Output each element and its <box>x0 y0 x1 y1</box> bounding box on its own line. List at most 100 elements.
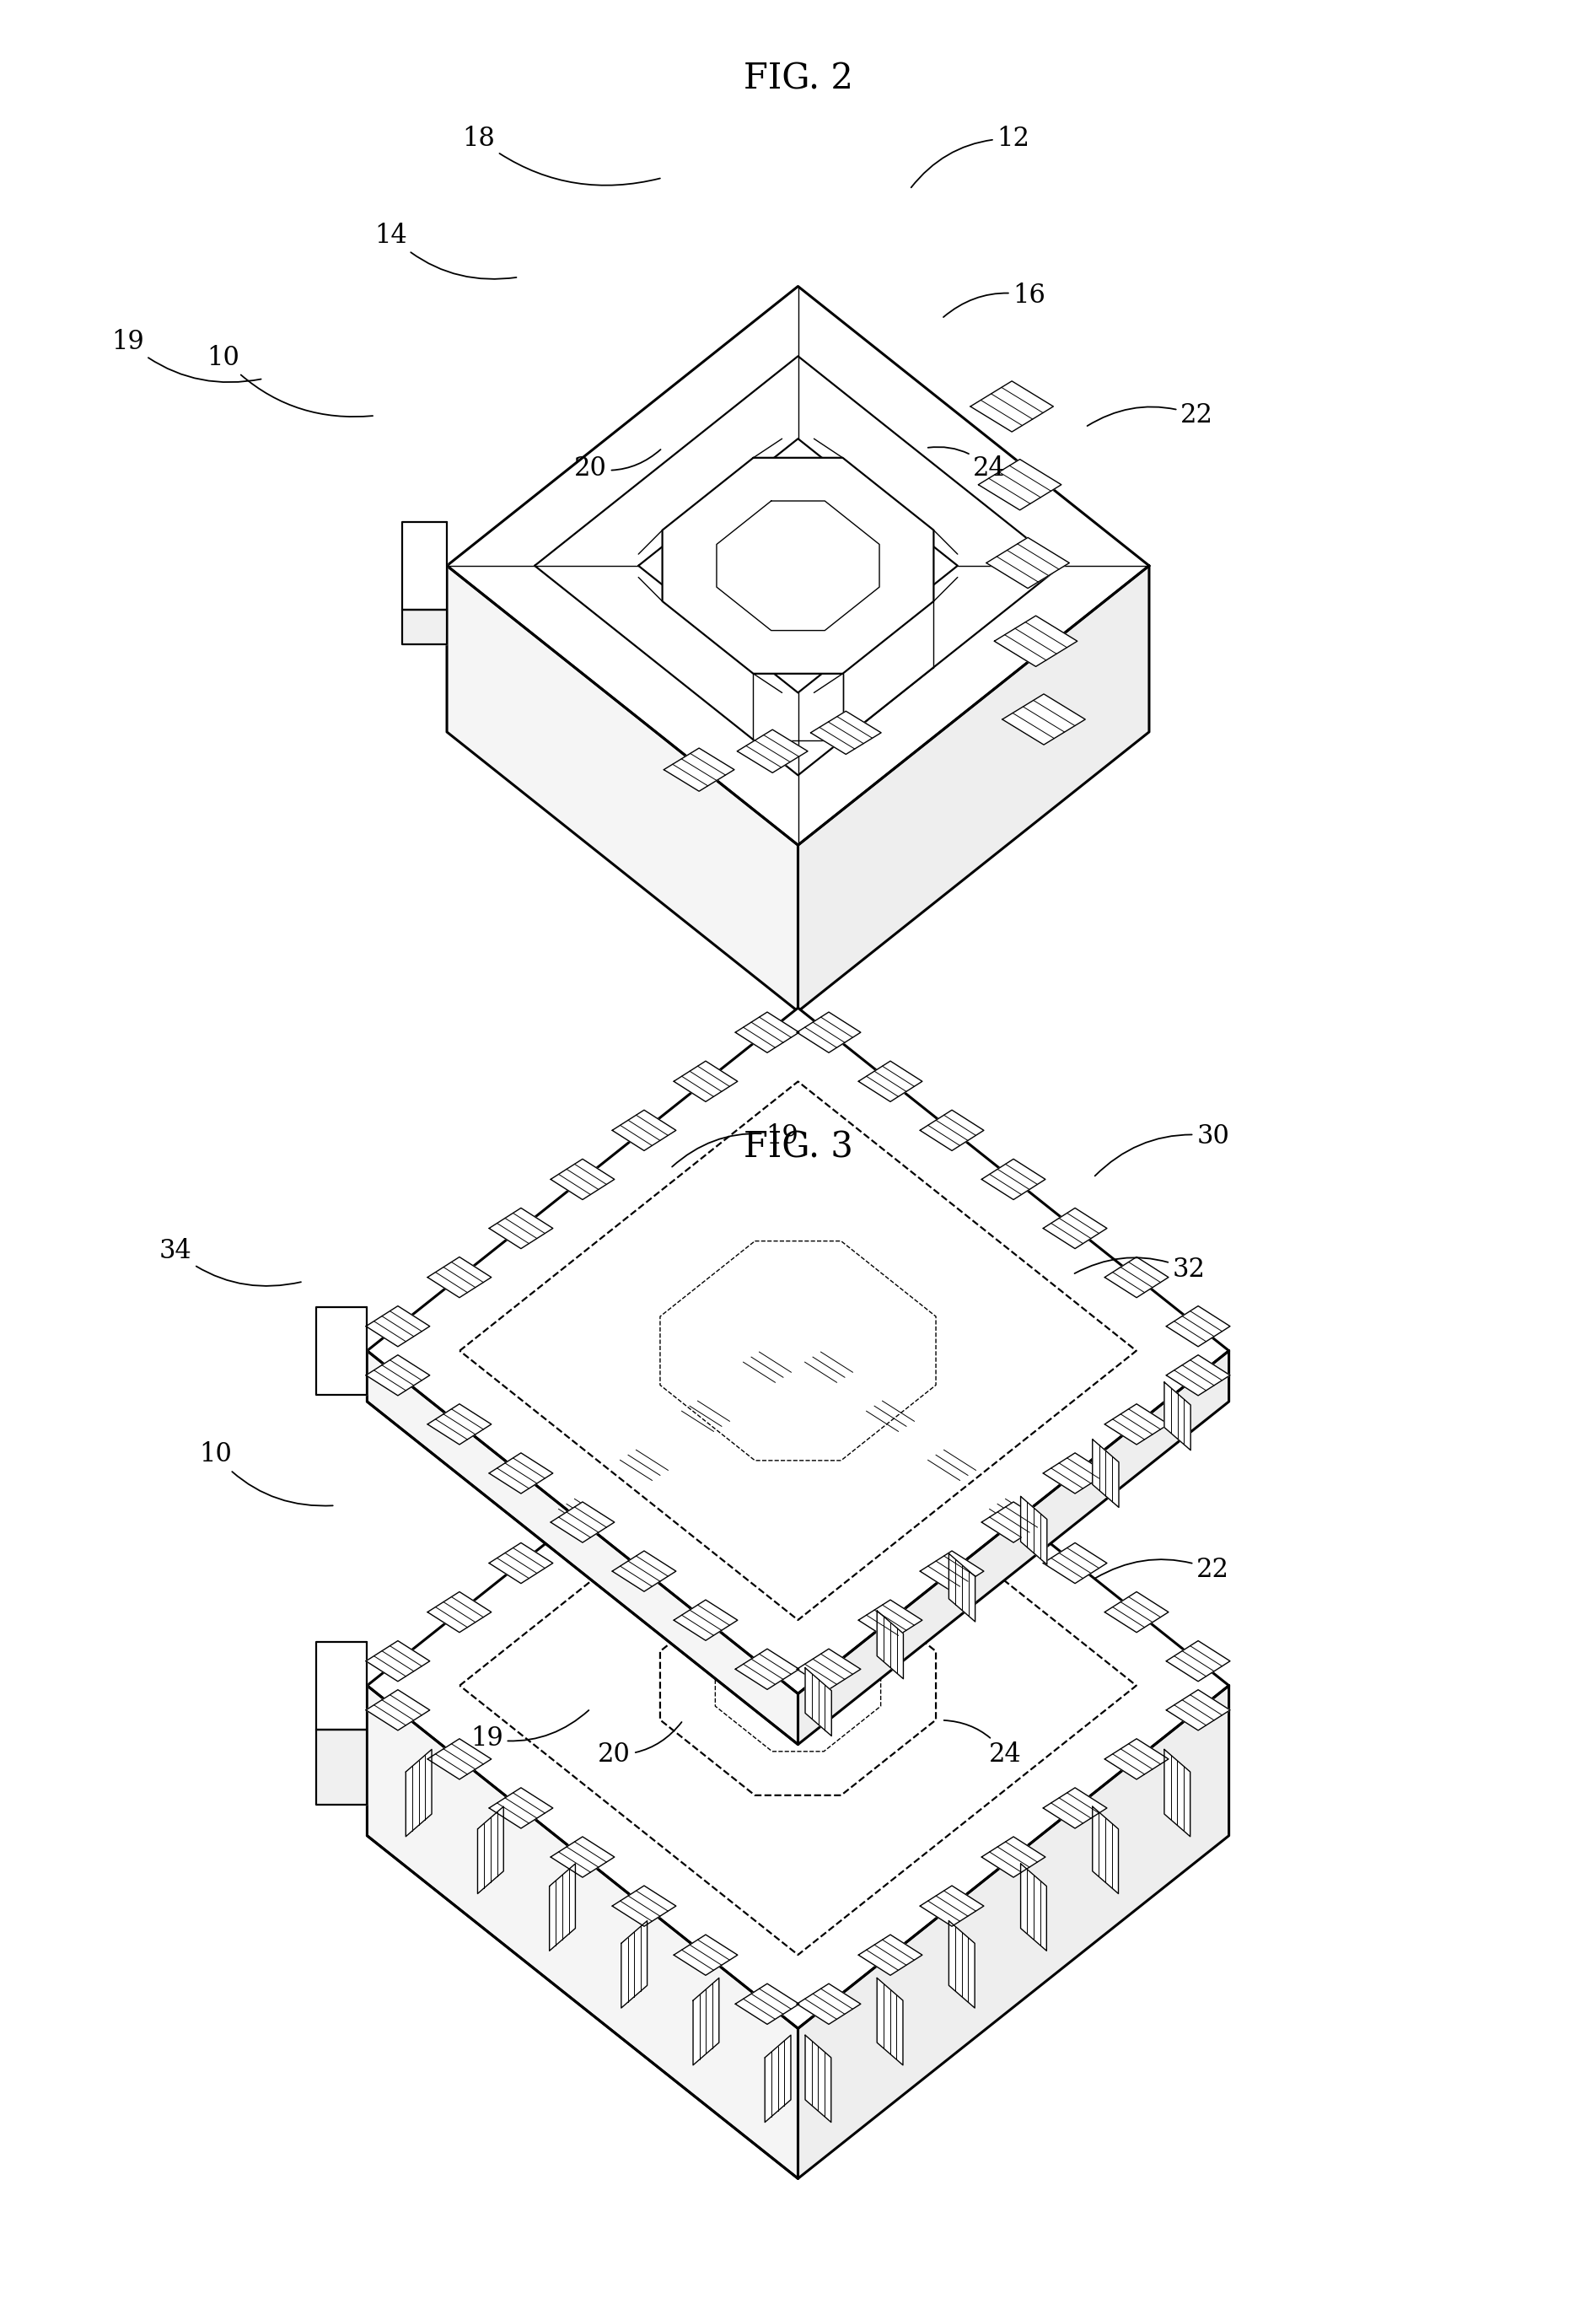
Polygon shape <box>488 1542 552 1584</box>
Text: 16: 16 <box>943 282 1045 316</box>
Polygon shape <box>488 1787 552 1829</box>
Polygon shape <box>811 711 881 755</box>
Polygon shape <box>859 1600 922 1639</box>
Polygon shape <box>970 381 1053 432</box>
Text: 18: 18 <box>463 125 661 185</box>
Polygon shape <box>316 1642 367 1729</box>
Polygon shape <box>796 1649 860 1690</box>
Polygon shape <box>764 2034 792 2122</box>
Polygon shape <box>367 1342 1229 2030</box>
Polygon shape <box>551 1836 614 1877</box>
Text: 19: 19 <box>672 1122 798 1166</box>
Polygon shape <box>982 1159 1045 1201</box>
Polygon shape <box>986 538 1069 589</box>
Text: FIG. 3: FIG. 3 <box>744 1129 852 1166</box>
Polygon shape <box>978 459 1061 510</box>
Polygon shape <box>488 1208 552 1249</box>
Polygon shape <box>447 566 798 1011</box>
Polygon shape <box>316 1307 367 1395</box>
Polygon shape <box>1104 1404 1168 1445</box>
Polygon shape <box>1044 1208 1108 1249</box>
Polygon shape <box>477 1806 504 1893</box>
Polygon shape <box>621 1921 648 2009</box>
Polygon shape <box>1167 1690 1231 1729</box>
Polygon shape <box>613 1552 677 1591</box>
Polygon shape <box>428 1739 492 1780</box>
Polygon shape <box>693 1979 718 2064</box>
Polygon shape <box>1044 1542 1108 1584</box>
Polygon shape <box>859 1062 922 1101</box>
Polygon shape <box>1163 1750 1191 1836</box>
Polygon shape <box>428 1256 492 1298</box>
Polygon shape <box>365 1355 429 1395</box>
Polygon shape <box>365 1642 429 1681</box>
Text: 24: 24 <box>943 1720 1021 1769</box>
Polygon shape <box>1104 1591 1168 1632</box>
Text: 12: 12 <box>911 125 1029 187</box>
Text: 22: 22 <box>1087 402 1213 429</box>
Polygon shape <box>796 1011 860 1053</box>
Polygon shape <box>796 1346 860 1388</box>
Polygon shape <box>1092 1439 1119 1508</box>
Polygon shape <box>982 1836 1045 1877</box>
Text: 20: 20 <box>598 1723 681 1769</box>
Polygon shape <box>662 457 934 674</box>
Polygon shape <box>664 748 734 792</box>
Polygon shape <box>859 1935 922 1974</box>
Text: 34: 34 <box>160 1238 302 1286</box>
Polygon shape <box>1044 1787 1108 1829</box>
Polygon shape <box>796 1983 860 2025</box>
Polygon shape <box>982 1501 1045 1542</box>
Polygon shape <box>1002 695 1085 746</box>
Polygon shape <box>1021 1496 1047 1566</box>
Polygon shape <box>674 1600 737 1639</box>
Polygon shape <box>674 1397 737 1436</box>
Polygon shape <box>551 1494 614 1535</box>
Polygon shape <box>1167 1642 1231 1681</box>
Polygon shape <box>1021 1863 1047 1951</box>
Polygon shape <box>736 1983 800 2025</box>
Polygon shape <box>878 1612 903 1679</box>
Text: 22: 22 <box>1095 1556 1229 1584</box>
Polygon shape <box>613 1886 677 1926</box>
Polygon shape <box>488 1452 552 1494</box>
Polygon shape <box>674 1935 737 1974</box>
Polygon shape <box>613 1445 677 1485</box>
Text: 30: 30 <box>1095 1122 1229 1175</box>
Polygon shape <box>402 610 447 644</box>
Text: 32: 32 <box>1074 1256 1205 1284</box>
Polygon shape <box>551 1159 614 1201</box>
Polygon shape <box>736 1346 800 1388</box>
Text: 19: 19 <box>112 328 262 383</box>
Text: 19: 19 <box>471 1711 589 1753</box>
Text: 10: 10 <box>200 1441 334 1505</box>
Polygon shape <box>367 1686 798 2180</box>
Polygon shape <box>447 286 1149 845</box>
Polygon shape <box>551 1501 614 1542</box>
Polygon shape <box>804 2034 832 2122</box>
Text: 14: 14 <box>375 222 517 279</box>
Polygon shape <box>919 1445 983 1485</box>
Polygon shape <box>948 1554 975 1621</box>
Polygon shape <box>982 1494 1045 1535</box>
Polygon shape <box>798 1686 1229 2180</box>
Polygon shape <box>1104 1256 1168 1298</box>
Text: 24: 24 <box>927 448 1005 483</box>
Polygon shape <box>919 1552 983 1591</box>
Polygon shape <box>316 1729 367 1806</box>
Polygon shape <box>428 1404 492 1445</box>
Polygon shape <box>1104 1739 1168 1780</box>
Polygon shape <box>549 1863 575 1951</box>
Polygon shape <box>674 1062 737 1101</box>
Polygon shape <box>613 1111 677 1150</box>
Polygon shape <box>405 1750 431 1836</box>
Polygon shape <box>994 617 1077 667</box>
Polygon shape <box>1167 1307 1231 1346</box>
Polygon shape <box>365 1690 429 1729</box>
Text: 10: 10 <box>207 344 373 416</box>
Polygon shape <box>1163 1383 1191 1450</box>
Polygon shape <box>919 1111 983 1150</box>
Polygon shape <box>1092 1806 1119 1893</box>
Polygon shape <box>367 1351 798 1746</box>
Polygon shape <box>736 1011 800 1053</box>
